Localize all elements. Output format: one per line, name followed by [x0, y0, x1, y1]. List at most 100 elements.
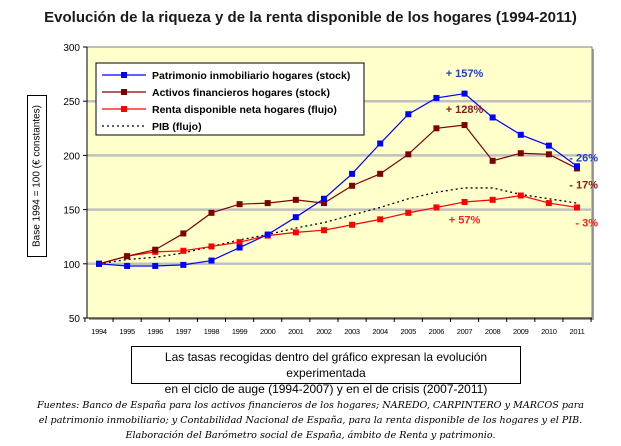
- data-point: [349, 221, 356, 228]
- x-tick-label: 1994: [91, 327, 107, 336]
- data-point: [96, 260, 102, 267]
- data-point: [574, 204, 580, 211]
- y-tick-label: 50: [69, 314, 81, 325]
- data-point: [349, 170, 356, 177]
- sources-footnote: Fuentes: Banco de España para los activo…: [0, 398, 621, 443]
- x-tick-label: 2007: [457, 327, 473, 336]
- data-point: [320, 200, 327, 207]
- data-point: [433, 125, 440, 132]
- data-point: [349, 182, 356, 189]
- data-point: [236, 201, 243, 208]
- annotation-label: - 17%: [569, 180, 598, 192]
- data-point: [292, 229, 299, 236]
- data-point: [517, 192, 524, 199]
- data-point: [517, 150, 524, 157]
- data-point: [236, 239, 243, 246]
- data-point: [180, 247, 187, 254]
- x-tick-label: 2001: [288, 327, 304, 336]
- note-line-2: en el ciclo de auge (1994-2007) y en el …: [164, 382, 488, 396]
- chart-title: Evolución de la riqueza y de la renta di…: [44, 9, 577, 26]
- data-point: [292, 196, 299, 203]
- sources-line-1: Fuentes: Banco de España para los activo…: [36, 400, 585, 411]
- x-tick-label: 2006: [429, 327, 445, 336]
- data-point: [545, 151, 552, 158]
- x-tick-label: 2008: [485, 327, 501, 336]
- note-box: Las tasas recogidas dentro del gráfico e…: [131, 346, 521, 396]
- annotation-label: + 128%: [446, 104, 484, 116]
- data-point: [152, 246, 159, 253]
- y-tick-label: 100: [63, 260, 80, 271]
- sources-line-2: el patrimonio inmobiliario; y Contabilid…: [38, 415, 583, 426]
- x-tick-label: 2005: [401, 327, 417, 336]
- data-point: [264, 200, 271, 207]
- annotation-label: - 26%: [569, 153, 598, 165]
- data-point: [489, 196, 496, 203]
- legend-label: PIB (flujo): [152, 121, 202, 133]
- data-point: [461, 199, 468, 206]
- series-line-1: [98, 124, 578, 265]
- series-line-0: [98, 92, 578, 267]
- data-point: [405, 151, 412, 158]
- data-point: [545, 200, 552, 207]
- data-point: [545, 142, 552, 149]
- data-point: [320, 227, 327, 234]
- y-tick-label: 150: [63, 206, 80, 217]
- x-tick-label: 1997: [176, 327, 192, 336]
- data-point: [208, 243, 215, 250]
- note-line-1: Las tasas recogidas dentro del gráfico e…: [164, 350, 488, 380]
- data-point: [152, 262, 159, 269]
- data-point: [124, 253, 131, 260]
- x-tick-label: 2003: [344, 327, 360, 336]
- data-point: [489, 157, 496, 164]
- y-tick-label: 300: [63, 43, 80, 54]
- data-point: [433, 94, 440, 101]
- data-point: [405, 209, 412, 216]
- data-point: [574, 163, 580, 170]
- data-point: [489, 114, 496, 121]
- legend-swatch-marker: [121, 89, 127, 95]
- y-tick-label: 250: [63, 97, 80, 108]
- annotation-label: + 57%: [449, 214, 481, 226]
- x-tick-label: 1999: [232, 327, 248, 336]
- y-axis-label: Base 1994 = 100 (€ constantes): [31, 104, 43, 248]
- annotation-label: - 3%: [575, 218, 598, 230]
- data-point: [320, 195, 327, 202]
- data-point: [208, 257, 215, 264]
- data-point: [264, 231, 271, 238]
- legend-label: Patrimonio inmobiliario hogares (stock): [152, 70, 350, 82]
- data-point: [377, 216, 384, 223]
- data-point: [180, 230, 187, 237]
- legend-swatch-marker: [121, 106, 127, 112]
- data-point: [433, 204, 440, 211]
- x-tick-label: 1998: [204, 327, 220, 336]
- data-point: [461, 122, 468, 129]
- x-tick-label: 1995: [119, 327, 135, 336]
- sources-line-3: Elaboración del Barómetro social de Espa…: [125, 430, 496, 441]
- x-tick-label: 2000: [260, 327, 276, 336]
- data-point: [405, 111, 412, 118]
- x-tick-label: 2011: [570, 327, 585, 336]
- data-point: [377, 170, 384, 177]
- x-tick-label: 2002: [316, 327, 332, 336]
- data-point: [124, 262, 131, 269]
- series-line-3: [98, 187, 578, 265]
- data-point: [517, 131, 524, 138]
- data-point: [236, 244, 243, 251]
- x-tick-label: 1996: [147, 327, 163, 336]
- data-point: [180, 261, 187, 268]
- y-tick-label: 200: [63, 151, 80, 162]
- legend-label: Activos financieros hogares (stock): [152, 87, 330, 99]
- annotation-label: + 157%: [446, 68, 484, 80]
- series-line-2: [98, 194, 578, 265]
- x-tick-label: 2004: [372, 327, 388, 336]
- x-tick-label: 2009: [513, 327, 529, 336]
- legend-swatch-marker: [121, 72, 127, 78]
- data-point: [461, 90, 468, 97]
- x-tick-label: 2010: [541, 327, 557, 336]
- legend-label: Renta disponible neta hogares (flujo): [152, 104, 337, 116]
- data-point: [292, 214, 299, 221]
- data-point: [208, 209, 215, 216]
- y-axis-label-box: Base 1994 = 100 (€ constantes): [27, 95, 47, 257]
- data-point: [377, 140, 384, 147]
